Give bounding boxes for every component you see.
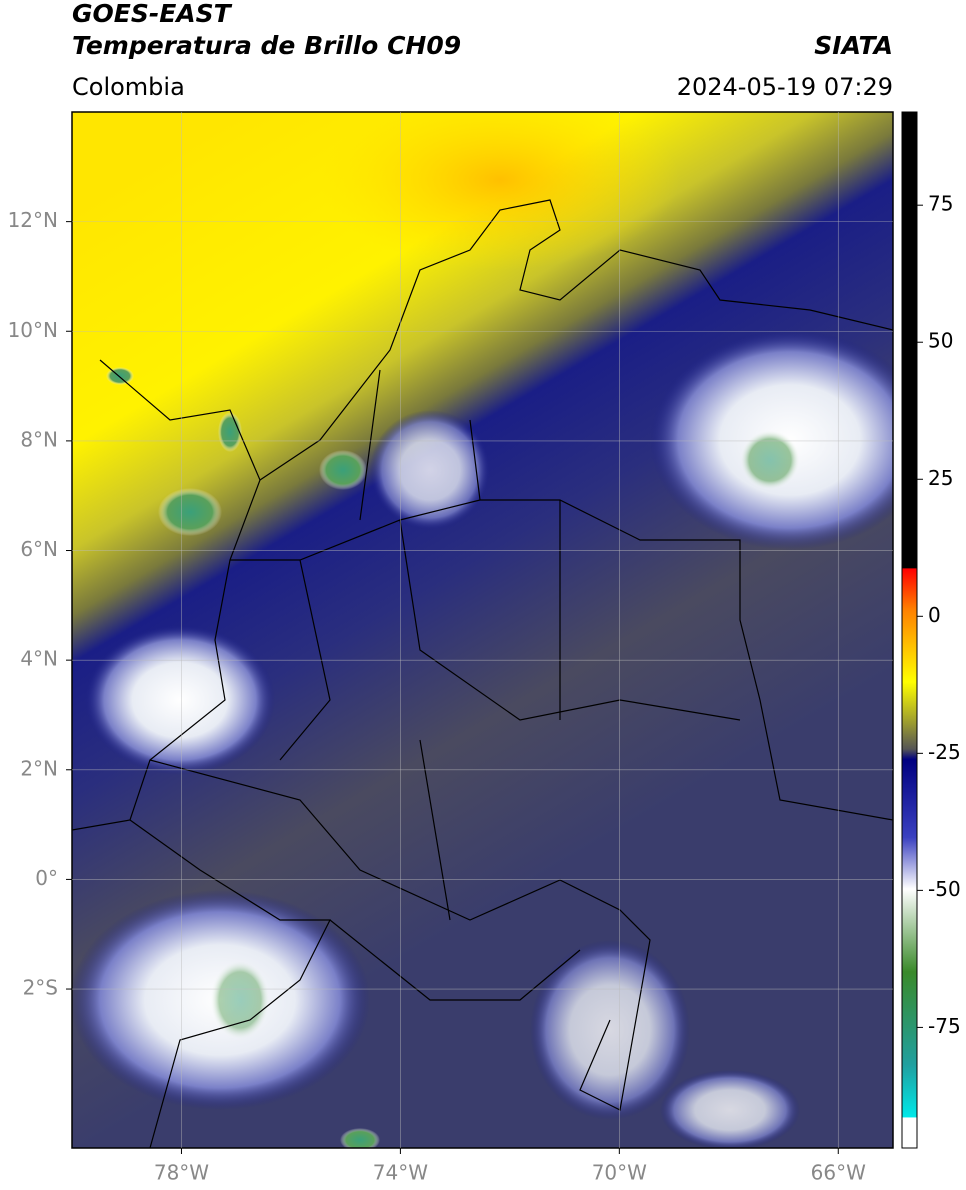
y-tick-label: 10°N [8, 318, 58, 342]
colorbar-label: 25 [928, 466, 953, 490]
colorbar [901, 111, 918, 1149]
colorbar-label: -50 [928, 877, 961, 901]
imagery [72, 112, 893, 1148]
x-tick-label: 74°W [373, 1161, 428, 1185]
y-tick-label: 2°S [23, 976, 58, 1000]
colorbar-label: 50 [928, 329, 953, 353]
satellite: GOES-EAST [72, 0, 233, 28]
y-tick-label: 6°N [20, 537, 58, 561]
y-tick-label: 12°N [8, 208, 58, 232]
y-tick-label: 0° [35, 866, 58, 890]
x-tick-label: 78°W [154, 1161, 209, 1185]
datetime: 2024-05-19 07:29 [677, 73, 893, 101]
y-tick-label: 4°N [20, 647, 58, 671]
y-tick-label: 2°N [20, 756, 58, 780]
colorbar-label: 75 [928, 192, 953, 216]
colorbar-label: -25 [928, 740, 961, 764]
colorbar-label: 0 [928, 603, 941, 627]
map-frame [71, 111, 894, 1149]
y-tick-label: 8°N [20, 427, 58, 451]
x-tick-label: 70°W [592, 1161, 647, 1185]
product: Temperatura de Brillo CH09 [72, 31, 461, 60]
x-tick-label: 66°W [811, 1161, 866, 1185]
colorbar-label: -75 [928, 1014, 961, 1038]
region: Colombia [72, 73, 185, 101]
source: SIATA [814, 31, 893, 60]
